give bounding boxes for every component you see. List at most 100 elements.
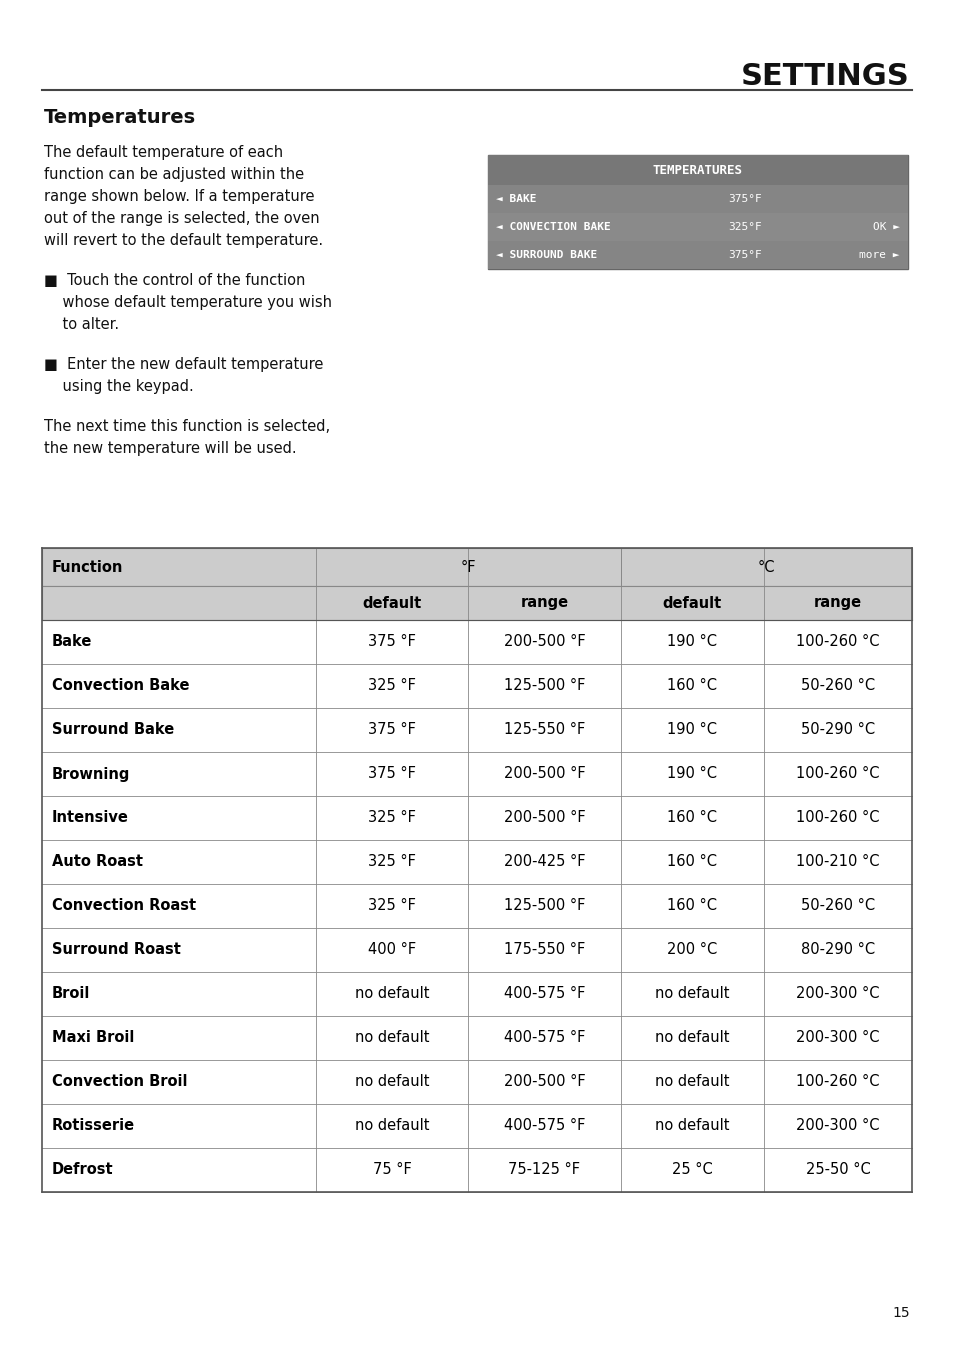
- Bar: [42, 585, 911, 621]
- Text: 25-50 °C: 25-50 °C: [805, 1163, 869, 1178]
- Text: 200-300 °C: 200-300 °C: [796, 1118, 879, 1133]
- Bar: [42, 840, 911, 884]
- Text: 375°F: 375°F: [727, 193, 760, 204]
- Text: Broil: Broil: [52, 987, 91, 1002]
- Text: 200-500 °F: 200-500 °F: [503, 767, 584, 781]
- Text: ■  Enter the new default temperature: ■ Enter the new default temperature: [44, 357, 323, 372]
- Text: 125-500 °F: 125-500 °F: [503, 679, 584, 694]
- Text: 325 °F: 325 °F: [368, 810, 416, 826]
- Bar: [488, 214, 907, 241]
- Text: function can be adjusted within the: function can be adjusted within the: [44, 168, 304, 183]
- Text: to alter.: to alter.: [44, 316, 119, 333]
- Bar: [488, 241, 907, 269]
- Text: 400-575 °F: 400-575 °F: [503, 1118, 584, 1133]
- Text: ■  Touch the control of the function: ■ Touch the control of the function: [44, 273, 305, 288]
- Text: 200-500 °F: 200-500 °F: [503, 634, 584, 649]
- Text: 75-125 °F: 75-125 °F: [508, 1163, 579, 1178]
- Text: 100-260 °C: 100-260 °C: [796, 810, 879, 826]
- Text: Auto Roast: Auto Roast: [52, 854, 143, 869]
- Text: no default: no default: [355, 1030, 429, 1045]
- Text: the new temperature will be used.: the new temperature will be used.: [44, 441, 296, 456]
- Text: 100-210 °C: 100-210 °C: [796, 854, 879, 869]
- Text: Intensive: Intensive: [52, 810, 129, 826]
- Bar: [42, 884, 911, 927]
- Text: 400-575 °F: 400-575 °F: [503, 1030, 584, 1045]
- Text: SETTINGS: SETTINGS: [740, 62, 909, 91]
- Text: 190 °C: 190 °C: [667, 722, 717, 737]
- Bar: [42, 1105, 911, 1148]
- Text: no default: no default: [355, 987, 429, 1002]
- Text: The default temperature of each: The default temperature of each: [44, 145, 283, 160]
- Bar: [42, 708, 911, 752]
- Bar: [42, 927, 911, 972]
- Bar: [42, 1148, 911, 1192]
- Text: 125-550 °F: 125-550 °F: [503, 722, 584, 737]
- Text: 25 °C: 25 °C: [671, 1163, 712, 1178]
- Text: 200-500 °F: 200-500 °F: [503, 1075, 584, 1090]
- Text: using the keypad.: using the keypad.: [44, 379, 193, 393]
- Text: 100-260 °C: 100-260 °C: [796, 1075, 879, 1090]
- Text: Surround Bake: Surround Bake: [52, 722, 174, 737]
- Text: no default: no default: [655, 1030, 729, 1045]
- Text: range shown below. If a temperature: range shown below. If a temperature: [44, 189, 314, 204]
- Text: Browning: Browning: [52, 767, 131, 781]
- Text: ◄ CONVECTION BAKE: ◄ CONVECTION BAKE: [496, 222, 610, 233]
- Text: Defrost: Defrost: [52, 1163, 113, 1178]
- Text: will revert to the default temperature.: will revert to the default temperature.: [44, 233, 323, 247]
- Text: Maxi Broil: Maxi Broil: [52, 1030, 134, 1045]
- Text: default: default: [662, 595, 721, 611]
- Text: Bake: Bake: [52, 634, 92, 649]
- Text: 400-575 °F: 400-575 °F: [503, 987, 584, 1002]
- Text: 375°F: 375°F: [727, 250, 760, 260]
- Text: 125-500 °F: 125-500 °F: [503, 899, 584, 914]
- Text: °F: °F: [460, 560, 476, 575]
- Text: no default: no default: [655, 1075, 729, 1090]
- Text: Convection Bake: Convection Bake: [52, 679, 190, 694]
- Text: no default: no default: [355, 1118, 429, 1133]
- Text: Convection Broil: Convection Broil: [52, 1075, 188, 1090]
- Text: range: range: [519, 595, 568, 611]
- Text: default: default: [362, 595, 421, 611]
- Text: Function: Function: [52, 560, 123, 575]
- Text: 50-290 °C: 50-290 °C: [801, 722, 874, 737]
- Text: 200-425 °F: 200-425 °F: [503, 854, 584, 869]
- Text: 160 °C: 160 °C: [667, 854, 717, 869]
- Text: 200-300 °C: 200-300 °C: [796, 1030, 879, 1045]
- Text: no default: no default: [655, 987, 729, 1002]
- Bar: [42, 1060, 911, 1105]
- Text: 160 °C: 160 °C: [667, 679, 717, 694]
- Bar: [42, 1015, 911, 1060]
- Text: 325°F: 325°F: [727, 222, 760, 233]
- Text: more ►: more ►: [859, 250, 899, 260]
- Text: 325 °F: 325 °F: [368, 679, 416, 694]
- Text: OK ►: OK ►: [872, 222, 899, 233]
- Text: range: range: [813, 595, 862, 611]
- Text: 160 °C: 160 °C: [667, 899, 717, 914]
- Text: 375 °F: 375 °F: [368, 634, 416, 649]
- Text: 325 °F: 325 °F: [368, 899, 416, 914]
- Text: 175-550 °F: 175-550 °F: [503, 942, 584, 957]
- Text: 80-290 °C: 80-290 °C: [801, 942, 874, 957]
- Text: whose default temperature you wish: whose default temperature you wish: [44, 295, 332, 310]
- Text: TEMPERATURES: TEMPERATURES: [652, 164, 742, 177]
- Text: 375 °F: 375 °F: [368, 767, 416, 781]
- Text: Surround Roast: Surround Roast: [52, 942, 181, 957]
- Text: 200 °C: 200 °C: [666, 942, 717, 957]
- Bar: [42, 752, 911, 796]
- Text: no default: no default: [655, 1118, 729, 1133]
- Text: out of the range is selected, the oven: out of the range is selected, the oven: [44, 211, 319, 226]
- Bar: [42, 548, 911, 585]
- Text: 100-260 °C: 100-260 °C: [796, 634, 879, 649]
- Text: ◄ BAKE: ◄ BAKE: [496, 193, 536, 204]
- Text: 190 °C: 190 °C: [667, 634, 717, 649]
- Text: 325 °F: 325 °F: [368, 854, 416, 869]
- Text: Rotisserie: Rotisserie: [52, 1118, 135, 1133]
- Text: °C: °C: [757, 560, 774, 575]
- Text: 200-500 °F: 200-500 °F: [503, 810, 584, 826]
- Bar: [42, 972, 911, 1015]
- Text: no default: no default: [355, 1075, 429, 1090]
- Text: 50-260 °C: 50-260 °C: [801, 899, 874, 914]
- Bar: [42, 664, 911, 708]
- Text: Convection Roast: Convection Roast: [52, 899, 196, 914]
- Bar: [488, 155, 907, 185]
